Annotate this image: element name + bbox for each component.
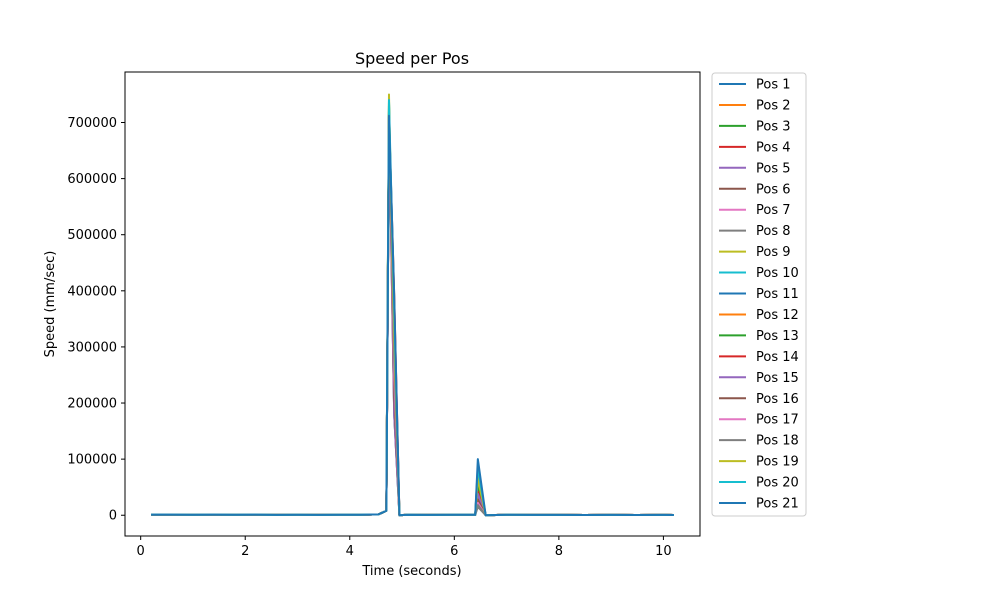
x-tick-label: 6	[450, 544, 458, 559]
series-line-pos-21	[151, 114, 674, 517]
legend-label: Pos 11	[756, 287, 799, 302]
legend-label: Pos 1	[756, 78, 791, 93]
legend-label: Pos 3	[756, 119, 791, 134]
legend-label: Pos 13	[756, 329, 799, 344]
legend-label: Pos 10	[756, 266, 799, 281]
y-tick-label: 200000	[67, 397, 117, 412]
legend-label: Pos 17	[756, 413, 799, 428]
legend-label: Pos 18	[756, 434, 799, 449]
legend-label: Pos 8	[756, 224, 791, 239]
legend-label: Pos 7	[756, 203, 791, 218]
legend-label: Pos 9	[756, 245, 791, 260]
legend-label: Pos 6	[756, 182, 791, 197]
x-axis-label: Time (seconds)	[361, 564, 461, 579]
y-axis-ticks: 0 100000 200000 300000 400000 500000 600000 700…	[67, 116, 125, 524]
legend-label: Pos 20	[756, 476, 799, 491]
x-tick-label: 8	[555, 544, 563, 559]
y-tick-label: 700000	[67, 116, 117, 131]
y-tick-label: 600000	[67, 172, 117, 187]
legend-label: Pos 19	[756, 455, 799, 470]
x-tick-label: 4	[346, 544, 354, 559]
legend-label: Pos 12	[756, 308, 799, 323]
x-axis-ticks: 0 2 4 6 8 10	[137, 536, 672, 559]
x-tick-label: 10	[655, 544, 672, 559]
legend-frame	[711, 72, 807, 517]
y-axis-label: Speed (mm/sec)	[43, 251, 58, 358]
legend: Pos 1 Pos 2 Pos 3 Pos 4 Pos 5 Pos 6 Pos 7 Pos 8…	[711, 72, 807, 517]
legend-label: Pos 14	[756, 350, 799, 365]
plot-area: 0 2 4 6 8 10 0 100000 200000 300000 400000 500000 6…	[67, 71, 701, 559]
legend-label: Pos 2	[756, 98, 791, 113]
legend-label: Pos 16	[756, 392, 799, 407]
x-tick-label: 0	[137, 544, 145, 559]
y-tick-label: 500000	[67, 228, 117, 243]
legend-label: Pos 5	[756, 161, 791, 176]
y-tick-label: 0	[109, 509, 117, 524]
y-tick-label: 100000	[67, 453, 117, 468]
y-tick-label: 300000	[67, 340, 117, 355]
axes-frame	[124, 71, 701, 537]
y-tick-label: 400000	[67, 284, 117, 299]
x-tick-label: 2	[241, 544, 249, 559]
legend-label: Pos 21	[756, 497, 799, 512]
series-group	[151, 93, 674, 517]
legend-label: Pos 15	[756, 371, 799, 386]
chart-title: Speed per Pos	[355, 49, 469, 68]
legend-items: Pos 1 Pos 2 Pos 3 Pos 4 Pos 5 Pos 6 Pos 7 Pos 8…	[719, 78, 799, 512]
legend-label: Pos 4	[756, 140, 791, 155]
